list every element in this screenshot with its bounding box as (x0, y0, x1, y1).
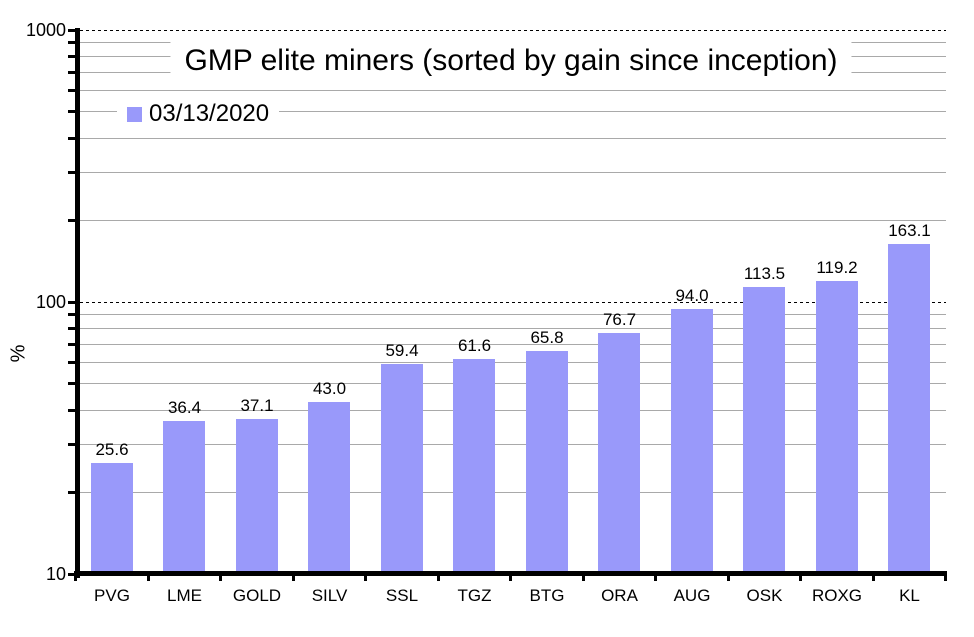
y-axis-tick (68, 170, 80, 174)
plot-area: 25.6 PVG 36.4 LME 37.1 GOLD 43.0 SILV 59.4 SSL 61.… (68, 28, 947, 605)
bar-value-label: 119.2 (816, 258, 858, 278)
x-axis-tick (944, 571, 947, 581)
category-label: GOLD (232, 586, 282, 605)
y-axis-tick (68, 70, 80, 74)
x-axis-tick (436, 571, 440, 581)
y-axis-tick (68, 490, 80, 494)
y-axis-tick (68, 54, 80, 58)
y-axis-line (75, 28, 80, 578)
bar-value-label: 61.6 (457, 336, 492, 356)
bar-value-label: 37.1 (240, 396, 274, 416)
y-axis-tick (68, 136, 80, 140)
bar-lme (163, 421, 206, 571)
y-axis-tick (68, 312, 80, 316)
x-axis-tick (726, 571, 730, 581)
y-axis-tick (68, 360, 80, 364)
category-label: PVG (94, 586, 130, 605)
bar-value-label: 113.5 (743, 264, 786, 284)
x-axis-tick (146, 571, 150, 581)
bar-value-label: 163.1 (888, 221, 931, 241)
bar-value-label: 59.4 (385, 340, 419, 360)
gridline-minor (80, 89, 946, 91)
bar-osk (743, 287, 786, 571)
category-label: KL (899, 586, 920, 605)
bar-silv (308, 401, 351, 571)
gridline-minor (80, 111, 946, 113)
category-label: AUG (673, 586, 711, 605)
gridline-minor (80, 491, 946, 493)
bar-gold (235, 419, 278, 571)
y-axis-tick (68, 40, 80, 44)
bar-aug (670, 309, 713, 571)
category-label: LME (167, 586, 202, 605)
x-axis-tick (799, 571, 802, 581)
y-tick-label: 10 (45, 564, 66, 584)
gridline-minor (80, 409, 946, 411)
category-label: SILV (311, 586, 348, 605)
gridline-minor (80, 327, 946, 329)
x-axis-tick (74, 571, 77, 581)
y-axis-tick (68, 218, 80, 222)
category-label: OSK (746, 586, 783, 605)
bar-value-label: 65.8 (530, 328, 564, 348)
gridline-minor (80, 313, 946, 315)
y-tick-label: 1000 (25, 20, 66, 40)
x-axis-tick (509, 571, 512, 581)
bar-roxg (815, 281, 858, 571)
gridline-minor (80, 443, 946, 445)
x-axis-tick (581, 571, 585, 581)
category-label: ROXG (811, 586, 863, 605)
x-axis-tick (654, 571, 657, 581)
bar-kl (888, 244, 931, 571)
gridline-minor (80, 383, 946, 385)
y-axis-tick (68, 408, 80, 412)
y-axis-tick (68, 88, 80, 92)
y-axis-tick (68, 442, 80, 446)
bar-ora (598, 333, 641, 571)
gridline-minor (80, 219, 946, 221)
x-axis-tick (219, 571, 222, 581)
x-axis-tick (291, 571, 295, 581)
y-tick-label: 100 (35, 292, 66, 312)
gridline-major (80, 30, 946, 31)
legend: 03/13/2020 (117, 92, 280, 136)
y-axis-tick (68, 300, 80, 304)
y-axis-tick (68, 28, 80, 32)
y-axis-tick (68, 382, 80, 386)
category-label: SSL (385, 586, 419, 605)
gridline-minor (80, 361, 946, 363)
bar-tgz (453, 359, 496, 571)
y-axis-title: % (7, 344, 30, 363)
x-axis-tick (364, 571, 367, 581)
bar-value-label: 94.0 (675, 286, 709, 306)
y-axis-tick (68, 326, 80, 330)
gridline-minor (80, 343, 946, 345)
chart-title: GMP elite miners (sorted by gain since i… (170, 39, 852, 83)
gridline-major (80, 301, 946, 303)
y-axis-tick (68, 342, 80, 346)
y-axis-tick (68, 110, 80, 114)
bar-value-label: 36.4 (167, 398, 202, 418)
bar-pvg (90, 462, 133, 571)
gridline-minor (80, 137, 946, 139)
category-label: ORA (601, 586, 638, 605)
category-label: BTG (529, 586, 565, 605)
bar-value-label: 25.6 (95, 439, 129, 459)
bar-btg (525, 351, 568, 571)
x-axis-tick (871, 571, 875, 581)
gridline-minor (80, 171, 946, 173)
legend-label: 03/13/2020 (149, 100, 270, 127)
bar-value-label: 76.7 (602, 310, 637, 330)
category-label: TGZ (457, 586, 492, 605)
bar-ssl (380, 363, 423, 571)
bar-value-label: 43.0 (312, 378, 347, 398)
legend-swatch (127, 106, 142, 122)
